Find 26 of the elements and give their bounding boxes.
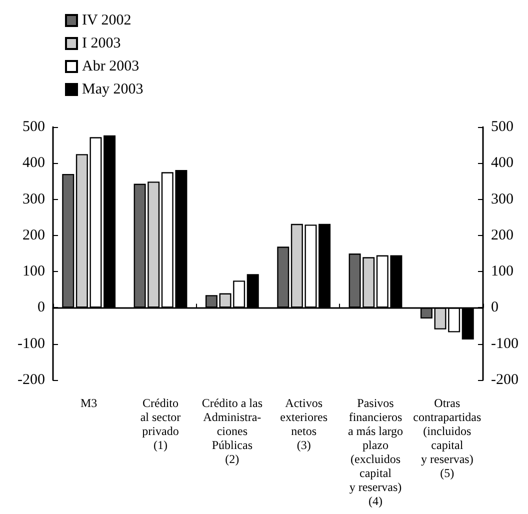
- y2-tick-label: 100: [491, 264, 514, 280]
- y2-tick-label: 400: [491, 155, 514, 172]
- legend-label: May 2003: [82, 82, 144, 98]
- x-tick-label: M3: [80, 396, 98, 410]
- y2-tick-label: -200: [491, 372, 518, 388]
- y-tick-label: 100: [22, 264, 45, 280]
- legend-label: I 2003: [82, 36, 121, 52]
- legend-label: Abr 2003: [82, 58, 140, 74]
- legend-label: IV 2002: [82, 12, 132, 28]
- x-tick-label: Crédito al sector privado (1): [140, 396, 181, 452]
- y2-tick-label: 0: [491, 300, 498, 316]
- y-tick-label: 200: [22, 227, 45, 244]
- y-tick-label: 500: [22, 119, 45, 135]
- x-tick-label: Crédito a las Administra- ciones Públicas (2): [202, 396, 263, 466]
- y2-tick-label: -100: [491, 336, 518, 352]
- y-tick-label: 300: [22, 191, 45, 208]
- y-tick-label: -200: [18, 372, 45, 388]
- x-tick-label: Pasivos financieros a más largo plazo (excluidos capital y reservas) (4): [348, 396, 404, 508]
- y2-tick-label: 200: [491, 227, 514, 244]
- x-tick-label: Otras contrapartidas (incluidos capital y reservas) (5): [413, 396, 482, 480]
- y-tick-label: 400: [22, 155, 45, 172]
- y-tick-label: 0: [38, 300, 45, 316]
- y2-tick-label: 500: [491, 119, 514, 135]
- y2-tick-label: 300: [491, 191, 514, 208]
- x-tick-label: Activos exteriores netos (3): [280, 396, 328, 452]
- y-tick-label: -100: [18, 336, 45, 352]
